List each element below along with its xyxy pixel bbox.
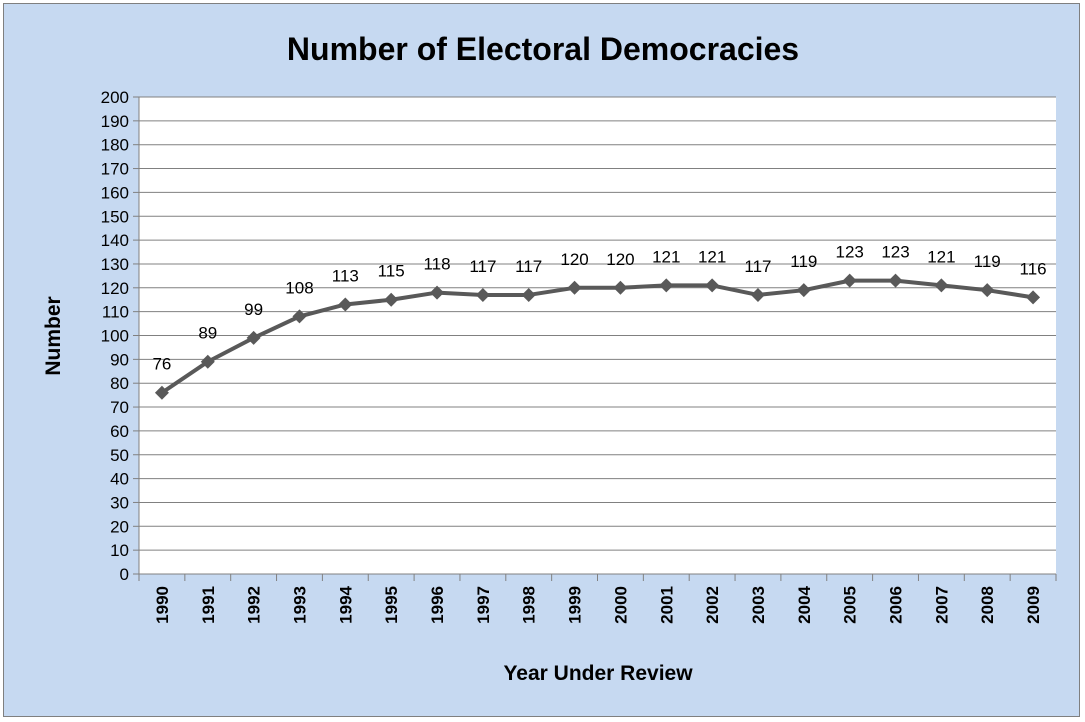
x-tick-label: 1993 [290, 586, 309, 624]
y-tick-labels: 0 10 20 30 40 50 60 70 80 90 100 110 120 130 140 150 160… [101, 88, 129, 584]
y-tick-label: 160 [101, 183, 129, 202]
series-layer [160, 278, 1034, 395]
data-label: 115 [378, 262, 405, 281]
data-label: 117 [744, 257, 771, 276]
x-tick-label: 1999 [566, 586, 585, 624]
data-label: 117 [515, 257, 542, 276]
data-label: 89 [198, 324, 217, 343]
x-tick-label: 1991 [199, 586, 218, 624]
x-tick-label: 2000 [611, 586, 630, 624]
data-point [567, 280, 582, 295]
data-label: 119 [974, 252, 1001, 271]
x-tick-label: 1990 [153, 586, 172, 624]
data-label: 116 [1020, 259, 1047, 278]
y-tick-label: 200 [101, 88, 129, 107]
x-tick-label: 2002 [703, 586, 722, 624]
y-tick-label: 50 [110, 446, 129, 465]
marker-layer [154, 273, 1041, 400]
y-tick-label: 140 [101, 231, 129, 250]
data-point [384, 292, 399, 307]
data-point [934, 278, 949, 293]
x-tick-label: 1994 [336, 585, 355, 623]
y-tick-label: 80 [110, 374, 129, 393]
y-tick-label: 60 [110, 422, 129, 441]
y-tick-label: 90 [110, 350, 129, 369]
y-tick-label: 10 [110, 541, 129, 560]
data-label: 123 [881, 243, 909, 262]
chart-title: Number of Electoral Democracies [287, 31, 799, 67]
data-point [796, 283, 811, 298]
y-axis-title: Number [42, 296, 65, 375]
data-point [246, 330, 261, 345]
data-label: 120 [606, 250, 634, 269]
series-line [160, 278, 1034, 395]
x-tick-label: 2001 [657, 586, 676, 624]
x-tick-label: 2008 [978, 586, 997, 624]
x-tick-labels: 1990 1991 1992 1993 1994 1995 1996 1997 1998 1999… [153, 585, 1043, 623]
data-point [200, 354, 215, 369]
x-tick-label: 2007 [932, 586, 951, 624]
data-label: 108 [285, 278, 313, 297]
y-tick-label: 170 [101, 160, 129, 179]
y-tick-label: 130 [101, 255, 129, 274]
y-tick-label: 40 [110, 470, 129, 489]
x-tick-label: 2006 [887, 586, 906, 624]
y-tick-label: 100 [101, 327, 129, 346]
data-point [154, 385, 169, 400]
x-tick-label: 2005 [841, 586, 860, 624]
data-label: 121 [652, 247, 680, 266]
data-point [338, 297, 353, 312]
y-tick-label: 180 [101, 136, 129, 155]
y-tick-label: 110 [102, 303, 129, 322]
chart-svg: Number of Electoral Democracies 0 10 20 30 4… [42, 31, 1057, 685]
data-point [705, 278, 720, 293]
data-label: 119 [790, 252, 817, 271]
x-tick-label: 2004 [795, 585, 814, 623]
y-tick-label: 20 [110, 517, 129, 536]
grid-layer [139, 96, 1056, 551]
data-label: 121 [927, 247, 955, 266]
data-point [980, 283, 995, 298]
data-label: 99 [244, 300, 263, 319]
y-tick-label: 70 [110, 398, 129, 417]
x-tick-label: 1992 [245, 586, 264, 624]
data-label: 76 [152, 355, 171, 374]
x-tick-label: 1998 [520, 586, 539, 624]
x-tick-label: 2009 [1024, 586, 1043, 624]
data-label: 120 [560, 250, 588, 269]
x-tick-label: 1996 [428, 586, 447, 624]
chart-frame: Number of Electoral Democracies 0 10 20 30 4… [3, 3, 1080, 717]
data-point [1026, 290, 1041, 305]
data-label: 118 [423, 255, 450, 274]
data-point [292, 309, 307, 324]
y-tick-label: 120 [101, 279, 129, 298]
y-tick-label: 30 [110, 493, 129, 512]
data-point [430, 285, 445, 300]
x-tick-label: 1997 [474, 586, 493, 624]
y-tick-label: 0 [120, 565, 129, 584]
data-point [888, 273, 903, 288]
data-label: 123 [835, 243, 863, 262]
data-point [613, 280, 628, 295]
data-label: 121 [698, 247, 726, 266]
x-tick-label: 2003 [749, 586, 768, 624]
x-axis-title: Year Under Review [503, 662, 693, 685]
data-label: 117 [469, 257, 496, 276]
x-tick-label: 1995 [382, 586, 401, 624]
data-point [521, 287, 536, 302]
y-tick-label: 150 [101, 207, 129, 226]
data-point [750, 287, 765, 302]
data-label: 113 [332, 266, 359, 285]
data-point [659, 278, 674, 293]
axis-layer [133, 96, 1057, 581]
data-point [842, 273, 857, 288]
data-label-layer: 76 89 99 108 113 115 118 117 117 120 120 121 121 117 1… [152, 243, 1046, 374]
y-tick-label: 190 [101, 112, 129, 131]
data-point [475, 287, 490, 302]
